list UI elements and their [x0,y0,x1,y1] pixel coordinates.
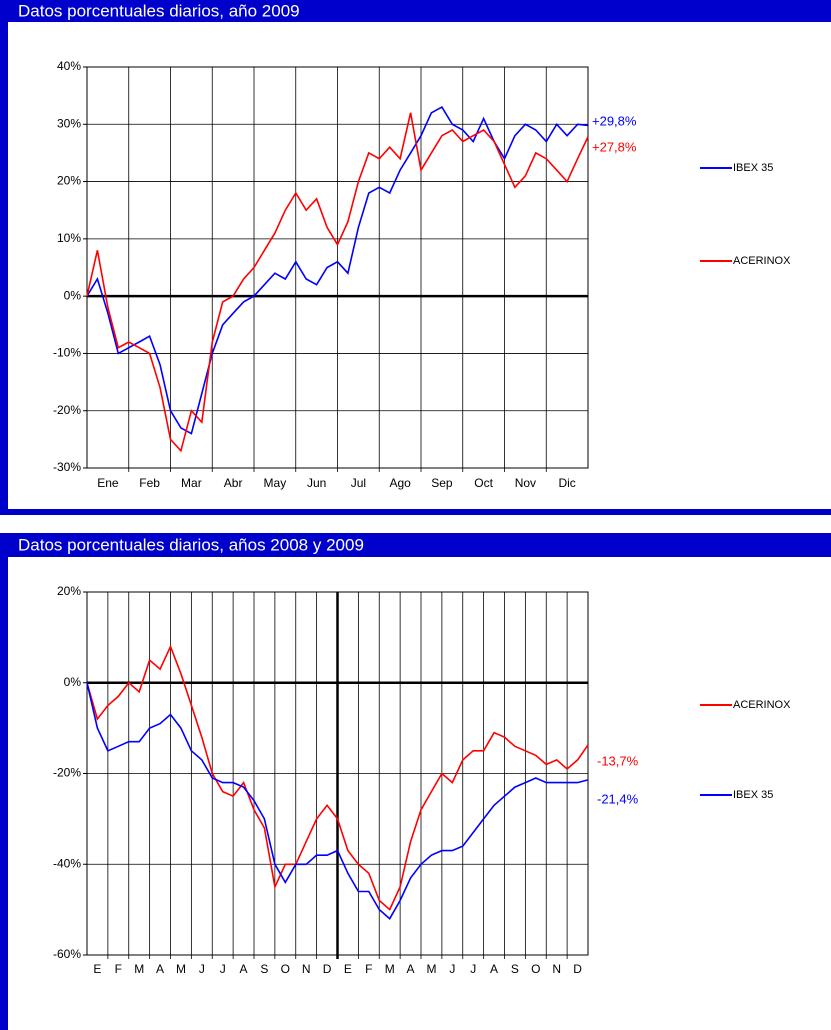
x-tick-label: E [344,962,352,976]
legend-label: IBEX 35 [733,162,773,174]
x-tick-label: J [470,962,476,976]
x-tick-label: M [176,962,186,976]
y-tick-label: 0% [64,288,82,302]
legend-label: IBEX 35 [733,789,773,801]
x-tick-label: Jul [351,476,366,490]
frame-bottom [0,509,831,515]
x-tick-label: D [573,962,582,976]
x-tick-label: Feb [139,476,160,490]
x-tick-label: Dic [558,476,575,490]
y-tick-label: -30% [53,460,81,474]
end-label: +27,8% [592,139,637,154]
x-tick-label: O [281,962,290,976]
y-tick-label: -60% [53,947,81,961]
y-tick-label: 10% [57,231,81,245]
x-tick-label: F [115,962,122,976]
x-tick-label: M [385,962,395,976]
x-tick-label: A [490,962,498,976]
x-tick-label: S [260,962,268,976]
x-tick-label: E [93,962,101,976]
y-tick-label: -10% [53,346,81,360]
frame-left [0,533,8,1030]
x-tick-label: D [323,962,332,976]
frame-left [0,0,8,515]
x-tick-label: May [264,476,287,490]
x-tick-label: J [449,962,455,976]
y-tick-label: -40% [53,856,81,870]
chart-title: Datos porcentuales diarios, año 2009 [18,1,300,20]
end-label: -13,7% [597,753,639,768]
x-tick-label: Mar [181,476,202,490]
x-tick-label: O [531,962,540,976]
y-tick-label: 0% [64,675,82,689]
x-tick-label: N [302,962,311,976]
x-tick-label: Jun [307,476,326,490]
x-tick-label: S [511,962,519,976]
series-line [86,644,589,911]
end-label: -21,4% [597,791,639,806]
x-tick-label: J [220,962,226,976]
series-line [86,112,589,453]
y-tick-label: -20% [53,403,81,417]
y-tick-label: 20% [57,174,81,188]
x-tick-label: Sep [431,476,453,490]
x-tick-label: N [552,962,561,976]
header-bar [0,533,831,557]
x-tick-label: Abr [224,476,243,490]
end-label: +29,8% [592,113,637,128]
x-tick-label: F [365,962,372,976]
header-bar [0,0,831,22]
y-tick-label: 20% [57,584,81,598]
chart-title: Datos porcentuales diarios, años 2008 y … [18,535,364,554]
legend-label: ACERINOX [733,699,791,711]
x-tick-label: Ago [389,476,411,490]
x-tick-label: J [199,962,205,976]
y-tick-label: 40% [57,59,81,73]
legend-label: ACERINOX [733,255,791,267]
x-tick-label: Nov [515,476,536,490]
series-line [86,682,589,920]
x-tick-label: A [407,962,415,976]
x-tick-label: M [426,962,436,976]
x-tick-label: M [134,962,144,976]
series-line [86,106,589,435]
x-tick-label: A [240,962,248,976]
x-tick-label: Oct [474,476,493,490]
y-tick-label: 30% [57,116,81,130]
y-tick-label: -20% [53,766,81,780]
x-tick-label: Ene [97,476,119,490]
x-tick-label: A [156,962,164,976]
